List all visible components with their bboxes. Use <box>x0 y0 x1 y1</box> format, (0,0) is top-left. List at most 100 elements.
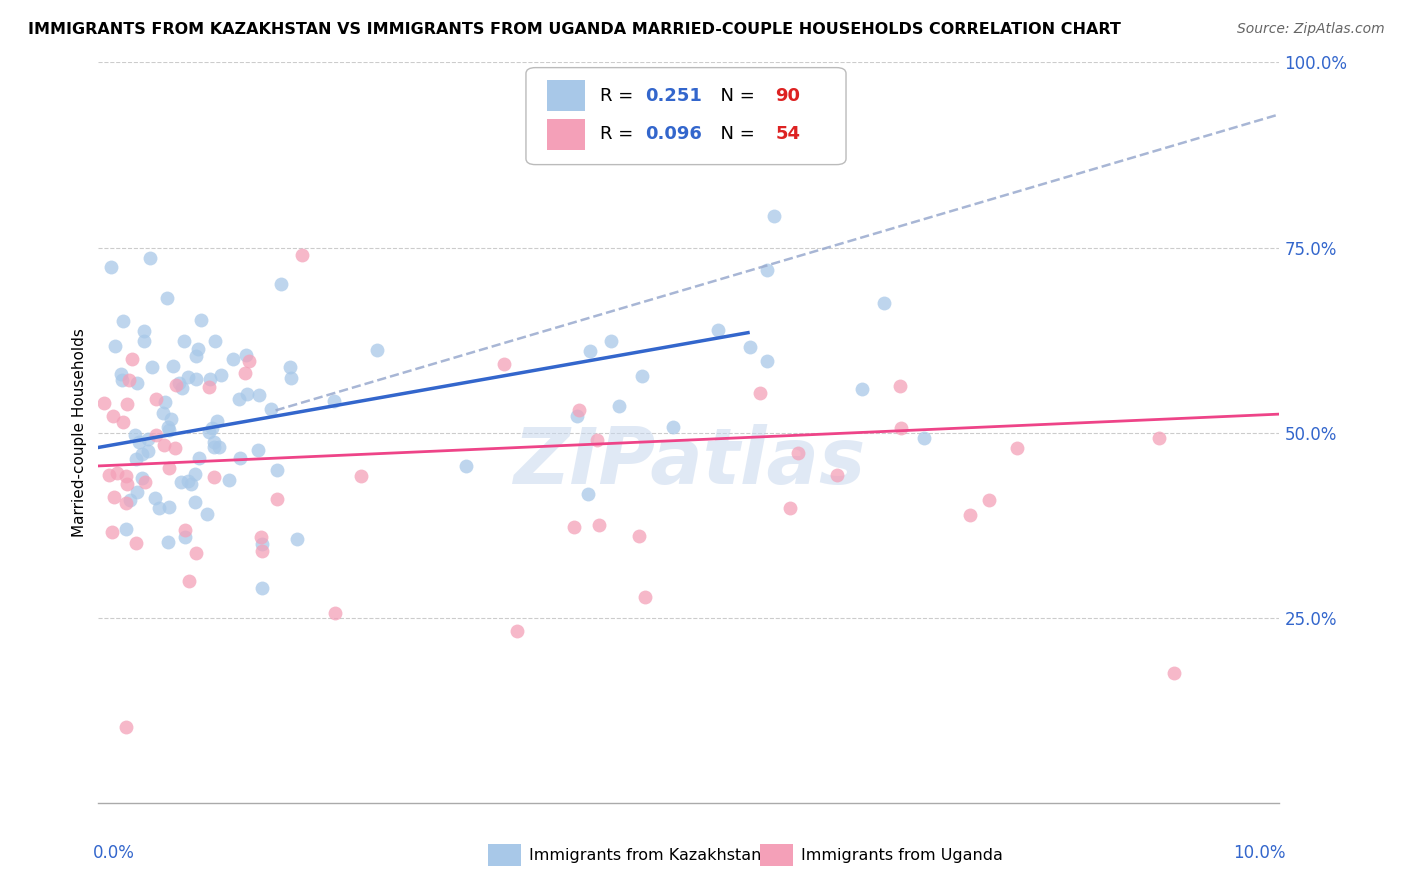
Text: N =: N = <box>709 125 761 144</box>
Point <box>270 277 292 291</box>
Point <box>222 351 245 366</box>
Text: 0.0%: 0.0% <box>93 844 135 862</box>
Point <box>136 432 159 446</box>
Point <box>291 248 314 262</box>
Text: ZIPatlas: ZIPatlas <box>513 425 865 500</box>
Point <box>160 412 183 426</box>
Point <box>588 517 610 532</box>
Point <box>134 325 156 339</box>
Point <box>205 414 228 428</box>
Point <box>124 452 146 467</box>
Point <box>585 434 607 448</box>
Point <box>505 624 527 639</box>
Point <box>115 522 138 536</box>
Point <box>187 342 209 356</box>
Point <box>229 450 252 465</box>
Text: Source: ZipAtlas.com: Source: ZipAtlas.com <box>1237 22 1385 37</box>
Point <box>93 395 115 409</box>
Point <box>112 314 135 328</box>
Point <box>105 466 128 480</box>
Point <box>748 385 770 400</box>
Text: N =: N = <box>709 87 761 104</box>
Text: 10.0%: 10.0% <box>1233 844 1285 862</box>
Point <box>322 393 344 408</box>
Point <box>145 428 167 442</box>
Point <box>209 368 232 382</box>
Point <box>492 357 515 371</box>
Point <box>131 471 153 485</box>
FancyBboxPatch shape <box>547 80 585 112</box>
Point <box>184 495 207 509</box>
Point <box>127 376 149 391</box>
Point <box>163 441 186 455</box>
Point <box>115 477 138 491</box>
FancyBboxPatch shape <box>547 119 585 150</box>
Point <box>252 536 274 550</box>
Point <box>110 367 132 381</box>
Point <box>134 334 156 349</box>
Point <box>755 262 778 277</box>
Point <box>959 508 981 522</box>
Point <box>740 340 762 354</box>
Point <box>260 402 283 417</box>
Point <box>889 378 911 392</box>
Point <box>143 491 166 505</box>
Point <box>184 467 207 482</box>
Point <box>323 606 346 620</box>
Text: 0.096: 0.096 <box>645 125 702 144</box>
Point <box>98 468 121 483</box>
Point <box>238 353 260 368</box>
Point <box>228 392 250 407</box>
Point <box>201 421 224 435</box>
Point <box>187 451 209 466</box>
Point <box>1163 666 1185 681</box>
Point <box>607 399 630 413</box>
Point <box>1147 431 1170 445</box>
Point <box>157 461 180 475</box>
Point <box>280 371 302 385</box>
Y-axis label: Married-couple Households: Married-couple Households <box>72 328 87 537</box>
Point <box>579 343 602 358</box>
Point <box>266 492 288 507</box>
Point <box>165 378 187 392</box>
Point <box>568 402 591 417</box>
Point <box>246 442 269 457</box>
Point <box>190 313 212 327</box>
Point <box>124 536 146 550</box>
Point <box>179 574 201 588</box>
Point <box>576 487 599 501</box>
Point <box>235 348 257 362</box>
Point <box>600 334 623 348</box>
Point <box>236 386 259 401</box>
Point <box>173 530 195 544</box>
Point <box>634 590 657 604</box>
Text: 54: 54 <box>775 125 800 144</box>
Point <box>914 431 936 445</box>
Point <box>115 468 138 483</box>
Point <box>169 376 191 390</box>
Point <box>707 322 730 336</box>
Point <box>252 544 274 558</box>
Point <box>120 493 142 508</box>
Point <box>197 380 219 394</box>
Point <box>247 388 270 402</box>
Point <box>851 382 873 396</box>
Point <box>124 428 146 442</box>
Point <box>170 475 193 490</box>
Point <box>285 532 308 546</box>
Point <box>202 440 225 454</box>
Point <box>128 435 150 450</box>
Point <box>156 291 179 305</box>
Point <box>180 477 202 491</box>
Text: Immigrants from Kazakhstan: Immigrants from Kazakhstan <box>530 848 762 863</box>
Point <box>202 470 225 484</box>
Point <box>249 531 271 545</box>
Point <box>184 372 207 386</box>
Point <box>786 446 808 460</box>
Point <box>200 372 222 386</box>
Point <box>136 443 159 458</box>
Point <box>1005 441 1028 455</box>
Point <box>208 440 231 454</box>
Point <box>763 209 786 223</box>
Point <box>233 366 256 380</box>
